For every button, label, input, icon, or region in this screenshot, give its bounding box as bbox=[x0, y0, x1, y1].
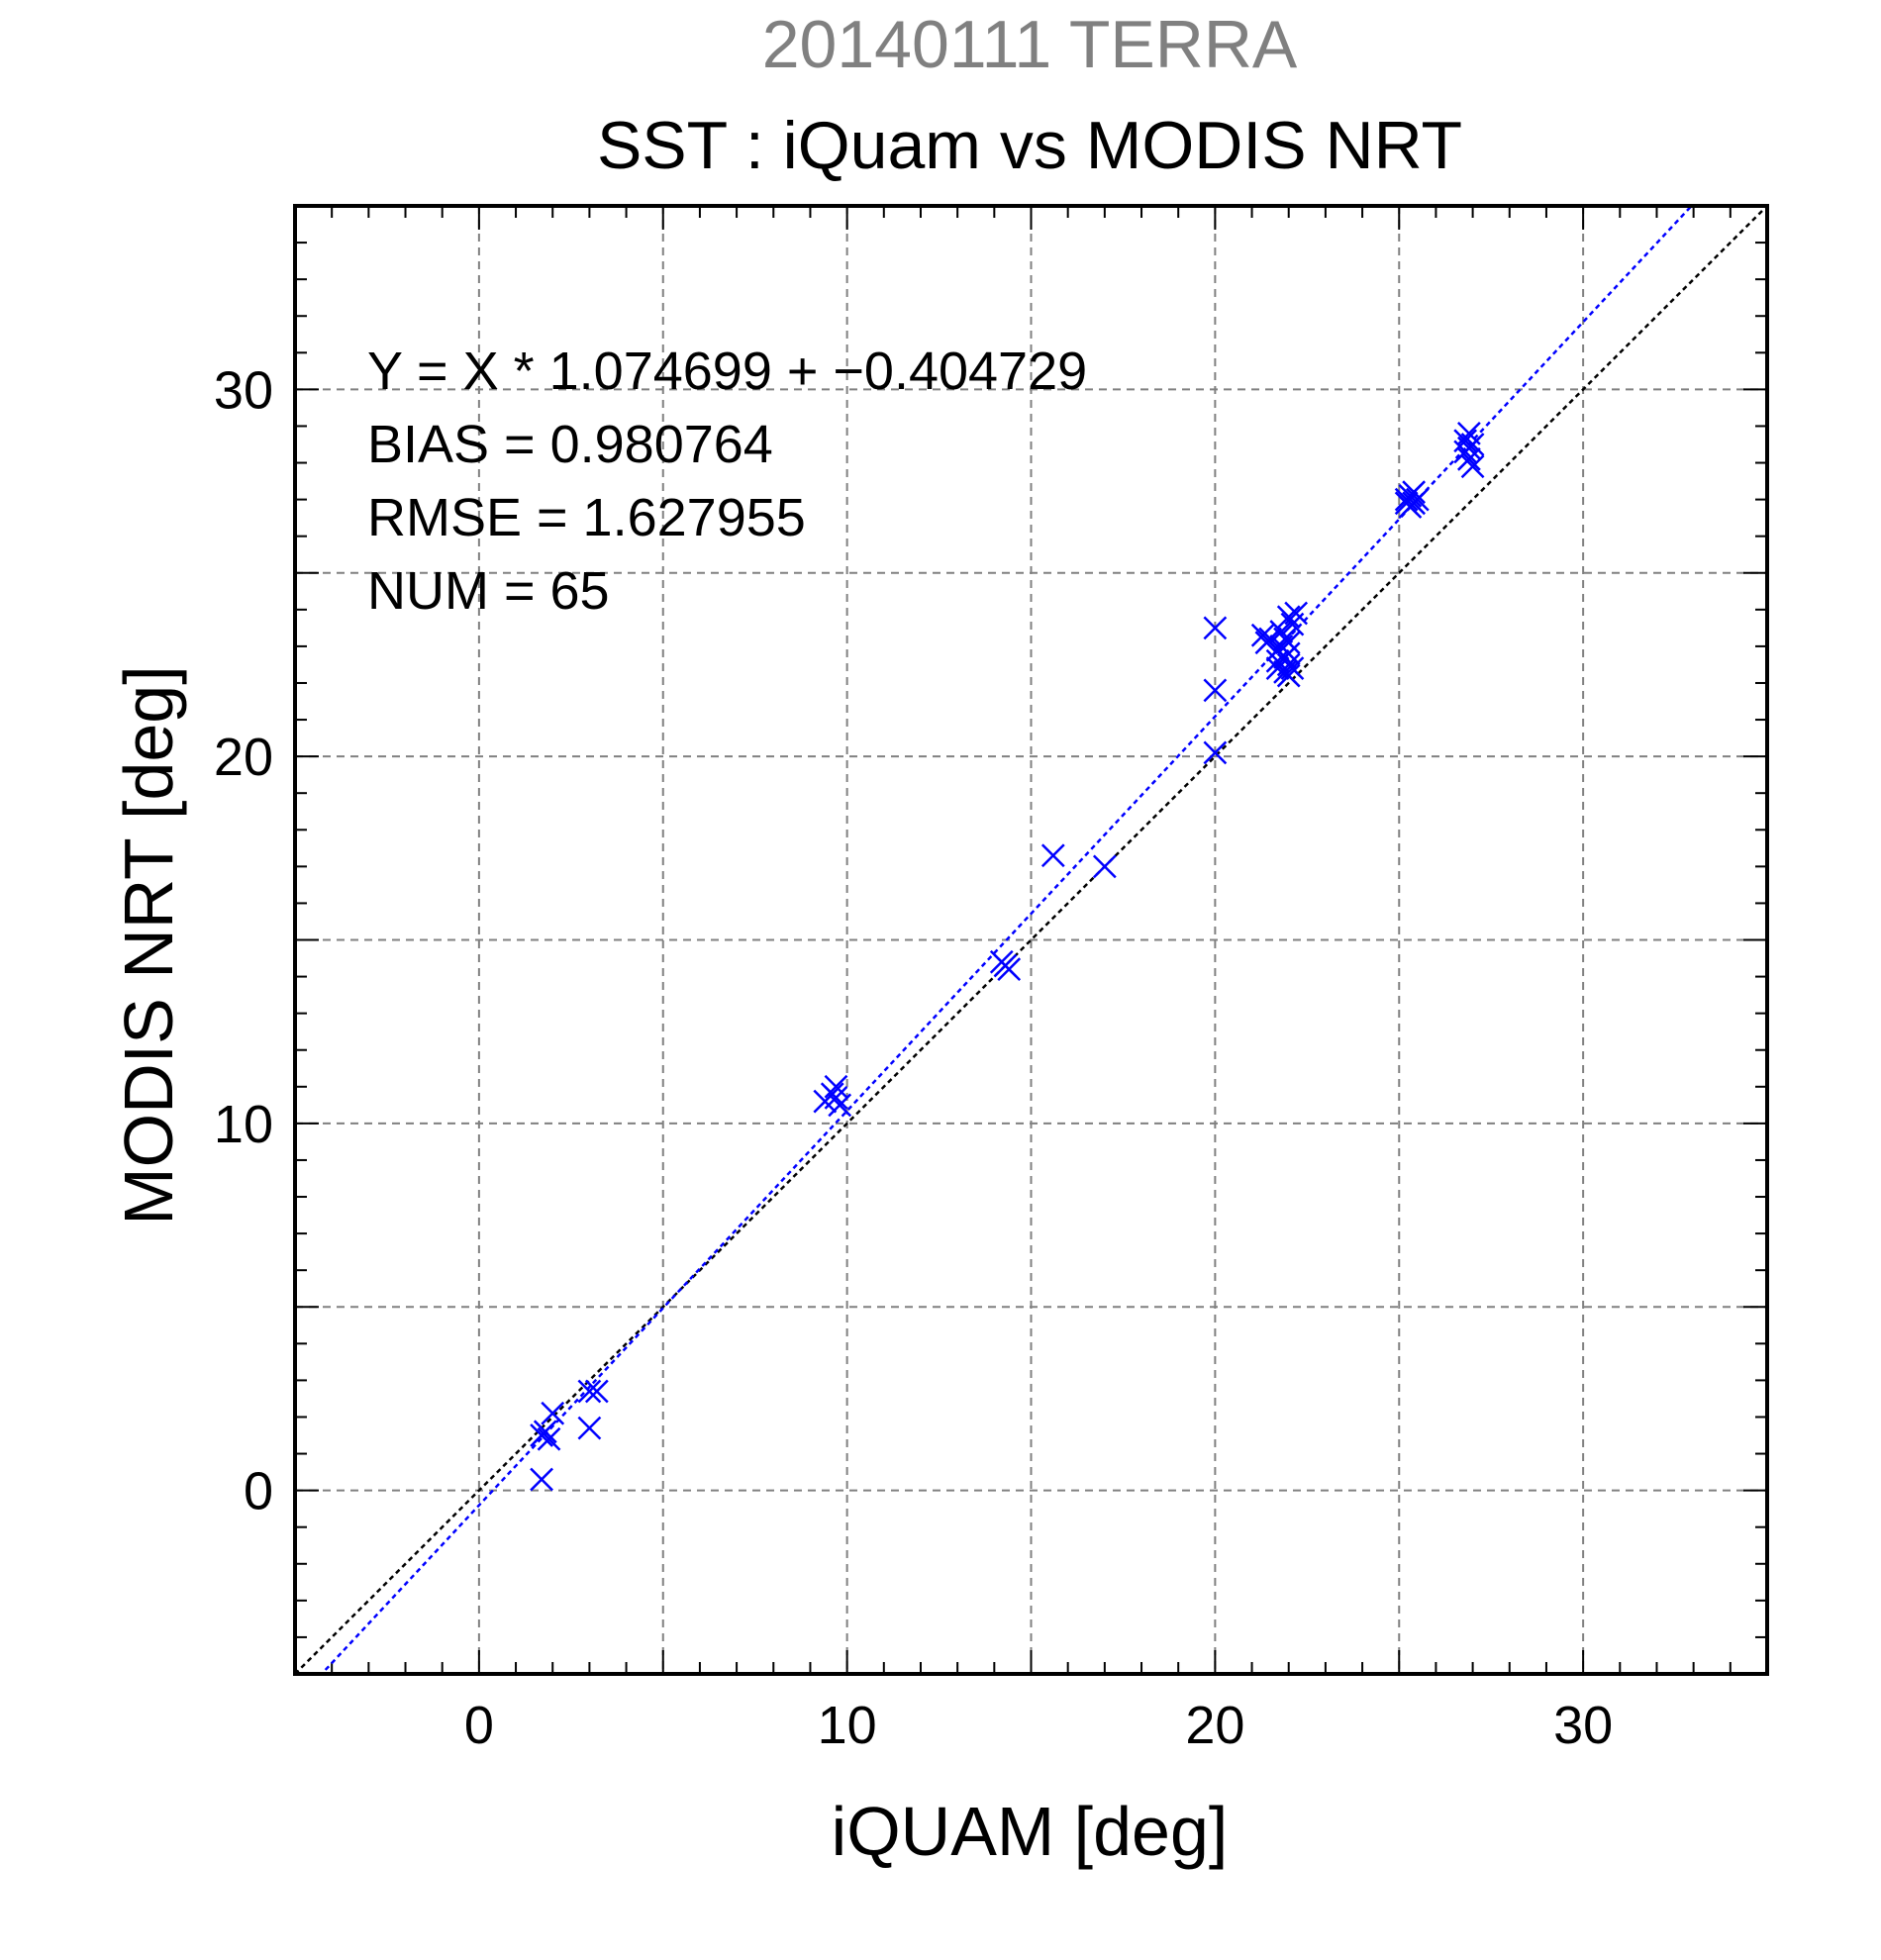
num-text: NUM = 65 bbox=[367, 561, 610, 621]
data-point bbox=[577, 1416, 602, 1440]
data-point-stroke bbox=[1203, 678, 1228, 703]
data-point-stroke bbox=[1092, 854, 1117, 879]
data-points bbox=[530, 421, 1485, 1492]
data-point bbox=[824, 1074, 848, 1099]
data-point bbox=[530, 1467, 553, 1492]
tick-labels: 0 10 20 30 0 10 20 30 bbox=[214, 360, 1613, 1755]
data-point bbox=[541, 1401, 565, 1425]
data-point bbox=[1203, 616, 1228, 640]
plot-frame bbox=[293, 204, 1769, 1676]
data-point-stroke bbox=[1284, 601, 1309, 626]
data-point bbox=[1276, 631, 1301, 655]
data-point-stroke bbox=[584, 1379, 609, 1404]
data-point bbox=[1456, 446, 1481, 471]
y-tick-label: 10 bbox=[214, 1095, 273, 1154]
y-tick-label: 20 bbox=[214, 728, 273, 787]
data-point-stroke bbox=[1250, 623, 1275, 647]
data-point bbox=[1040, 843, 1065, 868]
data-point-stroke bbox=[533, 1420, 557, 1444]
data-point bbox=[1284, 601, 1309, 626]
data-point-stroke bbox=[1460, 433, 1485, 456]
chart-title: 20140111 TERRA bbox=[761, 7, 1298, 82]
data-point bbox=[1092, 854, 1117, 879]
data-point bbox=[828, 1093, 852, 1118]
data-point bbox=[584, 1379, 609, 1404]
data-point-stroke bbox=[537, 1426, 561, 1451]
x-tick-label: 0 bbox=[464, 1696, 494, 1755]
data-point-stroke bbox=[530, 1467, 553, 1492]
data-point-stroke bbox=[1203, 740, 1228, 765]
data-point-stroke bbox=[1276, 631, 1301, 655]
fit-equation: Y = X * 1.074699 + −0.404729 bbox=[367, 342, 1088, 401]
fit-line bbox=[320, 206, 1694, 1674]
data-point-stroke bbox=[997, 957, 1022, 982]
data-point-stroke bbox=[577, 1379, 602, 1404]
data-point-stroke bbox=[541, 1401, 565, 1425]
data-point bbox=[537, 1426, 561, 1451]
y-tick-label: 0 bbox=[244, 1462, 273, 1521]
data-point-stroke bbox=[1265, 648, 1290, 673]
data-point-stroke bbox=[1460, 454, 1485, 479]
data-point-stroke bbox=[828, 1093, 852, 1118]
data-point bbox=[1276, 641, 1301, 666]
rmse-text: RMSE = 1.627955 bbox=[367, 488, 806, 547]
data-point-stroke bbox=[1453, 429, 1478, 453]
data-point bbox=[577, 1379, 602, 1404]
data-point bbox=[997, 957, 1022, 982]
data-point bbox=[1460, 454, 1485, 479]
data-point-stroke bbox=[577, 1416, 602, 1440]
data-point-stroke bbox=[1276, 663, 1301, 688]
x-axis-label: iQUAM [deg] bbox=[831, 1793, 1229, 1870]
data-point-stroke bbox=[1040, 843, 1065, 868]
y-axis-label: MODIS NRT [deg] bbox=[110, 665, 187, 1225]
data-point bbox=[1203, 740, 1228, 765]
data-point-stroke bbox=[1456, 446, 1481, 471]
data-point bbox=[1280, 656, 1305, 681]
bias-text: BIAS = 0.980764 bbox=[367, 415, 773, 474]
data-point bbox=[533, 1420, 557, 1444]
x-tick-label: 10 bbox=[818, 1696, 877, 1755]
data-point-stroke bbox=[824, 1086, 848, 1110]
data-point bbox=[1203, 678, 1228, 703]
data-point bbox=[1276, 605, 1301, 630]
stats-annotation: Y = X * 1.074699 + −0.404729 BIAS = 0.98… bbox=[367, 335, 1087, 628]
y-tick-label: 30 bbox=[214, 360, 273, 420]
x-tick-label: 30 bbox=[1553, 1696, 1613, 1755]
data-point bbox=[1405, 487, 1430, 512]
chart-subtitle: SST : iQuam vs MODIS NRT bbox=[596, 108, 1463, 183]
data-point bbox=[1402, 480, 1427, 505]
grid-lines bbox=[295, 206, 1767, 1674]
data-point-stroke bbox=[1276, 641, 1301, 666]
x-tick-label: 20 bbox=[1185, 1696, 1244, 1755]
data-point-stroke bbox=[1280, 656, 1305, 681]
data-point-stroke bbox=[1405, 487, 1430, 512]
data-point bbox=[824, 1086, 848, 1110]
data-point bbox=[1460, 433, 1485, 456]
reference-lines bbox=[295, 206, 1767, 1674]
data-point-stroke bbox=[1203, 616, 1228, 640]
data-point-stroke bbox=[1402, 480, 1427, 505]
data-point-stroke bbox=[1276, 605, 1301, 630]
data-point bbox=[1453, 429, 1478, 453]
data-point-stroke bbox=[824, 1074, 848, 1099]
data-point bbox=[1276, 663, 1301, 688]
identity-line bbox=[295, 206, 1767, 1674]
